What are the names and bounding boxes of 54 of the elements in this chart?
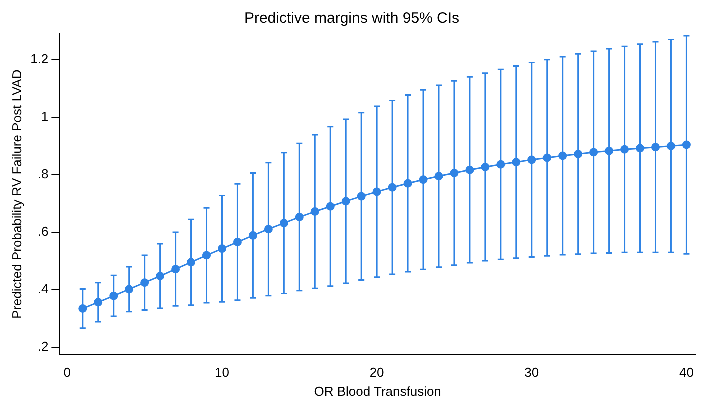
- y-tick-label: .6: [38, 224, 49, 240]
- point: [496, 160, 506, 169]
- point: [466, 166, 474, 174]
- x-tick-label: 0: [64, 365, 72, 380]
- point: [218, 244, 226, 254]
- point: [172, 265, 180, 274]
- point: [248, 231, 258, 240]
- point: [310, 208, 320, 216]
- y-tick-label: .4: [38, 282, 49, 297]
- point: [357, 192, 366, 201]
- point: [512, 158, 521, 167]
- point: [140, 278, 150, 288]
- y-tick-label: .8: [38, 166, 49, 182]
- point: [605, 146, 614, 156]
- y-tick-label: 1.2: [30, 51, 49, 66]
- chart-title: Predictive margins with 95% CIs: [244, 10, 460, 28]
- point: [574, 150, 583, 159]
- point: [94, 298, 103, 307]
- point: [419, 176, 428, 184]
- point: [620, 145, 630, 154]
- point: [78, 304, 88, 314]
- point: [651, 143, 660, 152]
- point: [404, 179, 412, 188]
- x-tick-label: 40: [679, 365, 694, 380]
- x-tick-label: 10: [215, 365, 230, 380]
- point: [481, 162, 490, 172]
- point: [372, 188, 382, 196]
- point: [590, 148, 598, 157]
- point: [543, 154, 552, 162]
- point: [450, 169, 459, 178]
- point: [636, 144, 645, 153]
- x-tick-label: 20: [370, 365, 384, 380]
- point: [342, 197, 350, 206]
- point: [125, 285, 134, 294]
- point: [187, 258, 196, 267]
- point: [110, 292, 118, 300]
- point: [326, 202, 335, 211]
- y-axis-title: Predicted Probability RV Failure Post LVAD: [9, 70, 24, 320]
- point: [264, 225, 273, 234]
- point: [280, 219, 288, 228]
- point: [202, 251, 212, 260]
- point: [528, 156, 536, 164]
- point: [233, 238, 242, 247]
- point: [558, 152, 568, 160]
- point: [682, 140, 691, 150]
- y-tick-label: 1: [41, 109, 49, 124]
- point: [666, 142, 676, 150]
- point: [434, 172, 444, 181]
- x-axis-title: OR Blood Transfusion: [314, 384, 442, 399]
- point: [156, 272, 165, 281]
- point: [295, 213, 304, 222]
- y-tick-label: .2: [38, 339, 49, 354]
- x-tick-label: 30: [524, 365, 540, 380]
- point: [388, 183, 397, 192]
